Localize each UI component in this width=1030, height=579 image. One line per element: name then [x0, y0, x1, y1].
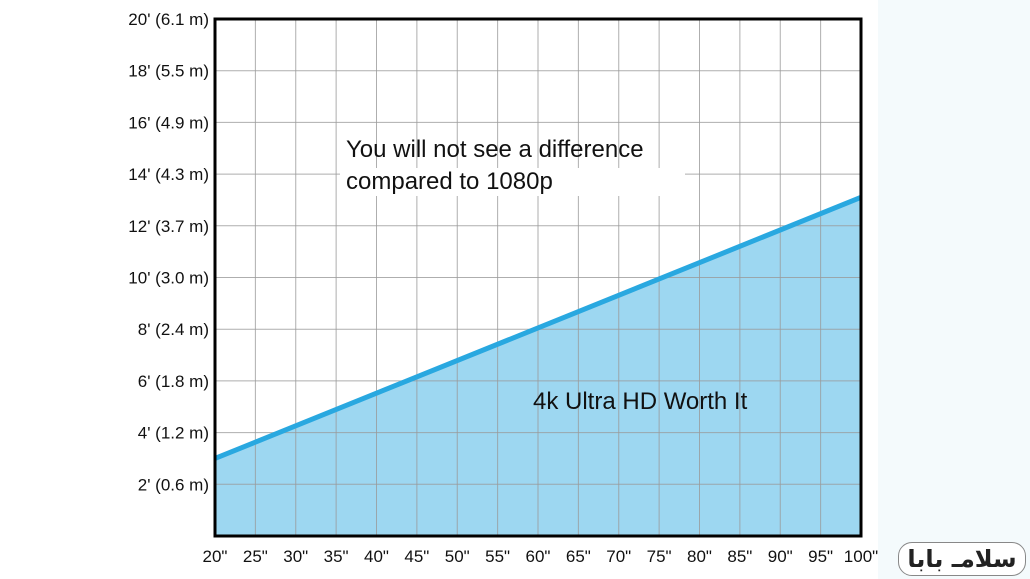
x-tick-label: 35" — [324, 547, 349, 566]
annotation-above-line1: You will not see a difference — [346, 136, 644, 163]
x-tick-label: 70" — [606, 547, 631, 566]
y-tick-label: 20' (6.1 m) — [128, 10, 209, 29]
y-tick-label: 10' (3.0 m) — [128, 269, 209, 288]
y-tick-label: 18' (5.5 m) — [128, 62, 209, 81]
x-tick-label: 100" — [844, 547, 878, 566]
x-tick-label: 40" — [364, 547, 389, 566]
x-tick-label: 80" — [687, 547, 712, 566]
x-tick-label: 90" — [768, 547, 793, 566]
y-tick-label: 2' (0.6 m) — [138, 475, 209, 494]
x-tick-label: 30" — [283, 547, 308, 566]
x-tick-label: 45" — [404, 547, 429, 566]
y-tick-label: 6' (1.8 m) — [138, 372, 209, 391]
x-tick-label: 95" — [808, 547, 833, 566]
x-tick-label: 50" — [445, 547, 470, 566]
watermark-logo: سلامـ بابا — [898, 542, 1026, 576]
y-tick-label: 14' (4.3 m) — [128, 165, 209, 184]
plot-border — [213, 17, 863, 538]
x-tick-label: 25" — [243, 547, 268, 566]
x-tick-label: 55" — [485, 547, 510, 566]
x-tick-label: 20" — [203, 547, 228, 566]
y-tick-label: 12' (3.7 m) — [128, 217, 209, 236]
annotation-background — [340, 168, 685, 196]
y-tick-label: 8' (2.4 m) — [138, 320, 209, 339]
x-tick-label: 85" — [727, 547, 752, 566]
series-line — [214, 195, 862, 461]
y-tick-label: 4' (1.2 m) — [138, 424, 209, 443]
annotation-above-line2: compared to 1080p — [346, 168, 553, 195]
x-tick-label: 75" — [647, 547, 672, 566]
x-tick-label: 60" — [526, 547, 551, 566]
x-tick-label: 65" — [566, 547, 591, 566]
annotation-below: 4k Ultra HD Worth It — [533, 388, 748, 415]
y-tick-label: 16' (4.9 m) — [128, 113, 209, 132]
